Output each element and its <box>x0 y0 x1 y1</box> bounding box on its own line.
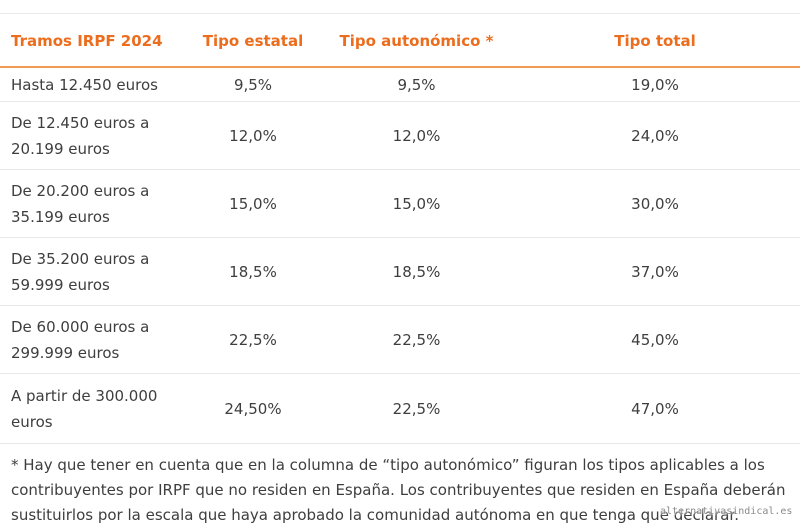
header-tipo-estatal: Tipo estatal <box>183 18 323 68</box>
tipo-estatal-cell: 12,0% <box>183 101 323 170</box>
tipo-total-cell: 19,0% <box>510 67 800 102</box>
tipo-total-cell: 37,0% <box>510 237 800 306</box>
header-tipo-autonomico: Tipo autonómico * <box>323 18 510 68</box>
table-row: Hasta 12.450 euros 9,5% 9,5% 19,0% <box>0 67 800 102</box>
tipo-total-cell: 45,0% <box>510 305 800 374</box>
table-row: De 60.000 euros a 299.999 euros 22,5% 22… <box>0 305 800 374</box>
table-row: De 12.450 euros a 20.199 euros 12,0% 12,… <box>0 101 800 170</box>
table-header-row: Tramos IRPF 2024 Tipo estatal Tipo auton… <box>0 18 800 68</box>
tipo-estatal-cell: 24,50% <box>183 373 323 444</box>
table-row: De 20.200 euros a 35.199 euros 15,0% 15,… <box>0 169 800 238</box>
tipo-total-cell: 24,0% <box>510 101 800 170</box>
header-tramos: Tramos IRPF 2024 <box>0 18 183 68</box>
header-tipo-total: Tipo total <box>510 18 800 68</box>
table-row: A partir de 300.000 euros 24,50% 22,5% 4… <box>0 373 800 444</box>
tipo-estatal-cell: 15,0% <box>183 169 323 238</box>
tipo-autonomico-cell: 22,5% <box>323 305 510 374</box>
tipo-autonomico-cell: 12,0% <box>323 101 510 170</box>
tramo-cell: De 12.450 euros a 20.199 euros <box>0 101 183 170</box>
tipo-autonomico-cell: 22,5% <box>323 373 510 444</box>
tramo-cell: Hasta 12.450 euros <box>0 67 183 102</box>
tramo-cell: De 35.200 euros a 59.999 euros <box>0 237 183 306</box>
tipo-estatal-cell: 22,5% <box>183 305 323 374</box>
tipo-total-cell: 47,0% <box>510 373 800 444</box>
tramo-cell: A partir de 300.000 euros <box>0 373 183 444</box>
footnote: * Hay que tener en cuenta que en la colu… <box>11 456 786 524</box>
tipo-autonomico-cell: 9,5% <box>323 67 510 102</box>
tipo-estatal-cell: 18,5% <box>183 237 323 306</box>
tipo-estatal-cell: 9,5% <box>183 67 323 102</box>
top-divider <box>0 13 800 14</box>
tipo-total-cell: 30,0% <box>510 169 800 238</box>
watermark: alternativasindical.es <box>660 506 793 517</box>
tramo-cell: De 20.200 euros a 35.199 euros <box>0 169 183 238</box>
table-row: De 35.200 euros a 59.999 euros 18,5% 18,… <box>0 237 800 306</box>
irpf-brackets-table: Tramos IRPF 2024 Tipo estatal Tipo auton… <box>0 18 800 444</box>
tramo-cell: De 60.000 euros a 299.999 euros <box>0 305 183 374</box>
tipo-autonomico-cell: 15,0% <box>323 169 510 238</box>
tipo-autonomico-cell: 18,5% <box>323 237 510 306</box>
